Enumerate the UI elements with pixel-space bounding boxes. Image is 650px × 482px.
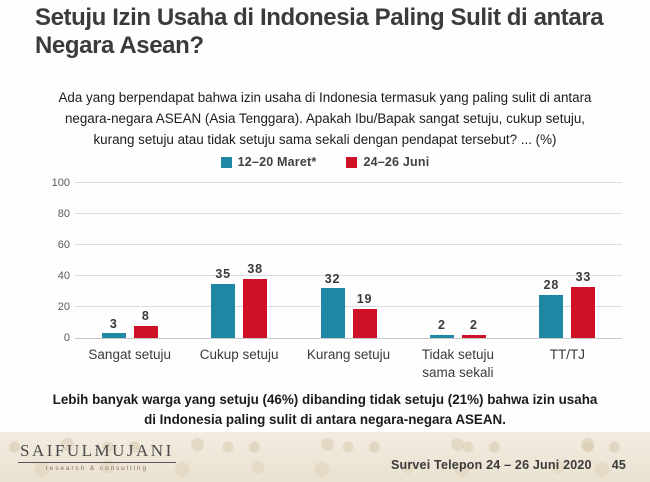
bar-value-label: 35 (215, 267, 231, 281)
bar-value-label: 19 (356, 291, 373, 306)
bar-value-label: 28 (543, 277, 560, 292)
y-tick-label: 80 (57, 208, 70, 220)
bar-value-label: 3 (109, 316, 118, 331)
x-axis-labels: Sangat setuju Cukup setuju Kurang setuju Ti… (75, 346, 622, 382)
logo-wordmark: SAIFULMUJANI (18, 441, 176, 463)
bar-col: 38 (243, 183, 268, 338)
bar-maret-3 (429, 334, 454, 338)
saifulmujani-logo: SAIFULMUJANI research & consulting (18, 441, 176, 472)
legend-swatch-icon (220, 156, 232, 168)
bar-col: 33 (571, 183, 596, 338)
bar-col: 8 (133, 183, 158, 338)
legend-item-1: 24–26 Juni (346, 155, 429, 169)
survey-question-text: Ada yang berpendapat bahwa izin usaha di… (58, 90, 592, 147)
gridline (75, 338, 622, 339)
legend-label: 24–26 Juni (363, 155, 430, 169)
gridline (75, 182, 622, 183)
bar-col: 32 (320, 183, 345, 338)
y-tick-label: 40 (57, 270, 70, 282)
gridline (75, 244, 622, 245)
slide-title: Setuju Izin Usaha di Indonesia Paling Su… (35, 4, 604, 60)
x-category-label-3: Tidak setuju sama sekali (421, 347, 495, 381)
gridline (75, 275, 622, 276)
bar-group-4: 28 33 (513, 183, 622, 338)
y-tick-label: 60 (57, 239, 70, 251)
bar-value-label: 32 (324, 271, 341, 286)
bar-value-label: 8 (141, 308, 150, 323)
summary-text: Lebih banyak warga yang setuju (46%) dib… (52, 392, 598, 428)
bar-value-label: 2 (438, 318, 446, 333)
bar-value-label: 38 (247, 262, 263, 277)
y-tick-label: 20 (57, 301, 70, 313)
bar-juni-0 (133, 325, 158, 338)
legend-item-0: 12–20 Maret* (220, 155, 317, 169)
bar-group-1: 35 38 (184, 183, 293, 338)
footer-bar: SAIFULMUJANI research & consulting Surve… (0, 432, 650, 482)
chart-legend: 12–20 Maret* 24–26 Juni (0, 155, 650, 169)
bar-juni-2 (352, 308, 377, 338)
bar-maret-4 (539, 294, 564, 338)
bar-maret-0 (101, 333, 126, 338)
y-tick-label: 0 (63, 332, 70, 344)
logo-tagline: research & consulting (45, 464, 149, 472)
bar-groups: 3 8 35 38 32 19 2 2 28 33 (75, 183, 622, 338)
y-tick-label: 100 (51, 177, 70, 189)
bar-group-2: 32 19 (294, 183, 403, 338)
x-category-label-2: Kurang setuju (306, 347, 391, 362)
bar-value-label: 33 (575, 270, 592, 285)
bar-col: 2 (429, 183, 454, 338)
bar-juni-4 (571, 286, 596, 338)
bar-col: 28 (539, 183, 564, 338)
bar-juni-1 (243, 279, 268, 338)
plot-area: 3 8 35 38 32 19 2 2 28 33 (75, 182, 622, 339)
x-category-label-0: Sangat setuju (88, 347, 171, 362)
bar-maret-2 (320, 288, 345, 338)
page-number: 45 (611, 458, 626, 472)
bar-col: 3 (101, 183, 126, 338)
bar-col: 19 (352, 183, 377, 338)
gridline (75, 213, 622, 214)
bar-col: 35 (211, 183, 236, 338)
bar-juni-3 (461, 334, 486, 338)
footer-right: Survei Telepon 24 – 26 Juni 2020 45 (391, 458, 626, 472)
legend-label: 12–20 Maret* (237, 155, 317, 169)
bar-maret-1 (211, 283, 236, 338)
survey-method-label: Survei Telepon 24 – 26 Juni 2020 (390, 458, 592, 472)
legend-swatch-icon (346, 156, 358, 168)
chart: 0 20 40 60 80 100 3 8 35 38 32 19 2 2 28 33 (0, 177, 650, 344)
bar-value-label: 2 (470, 318, 478, 333)
x-category-label-4: TT/TJ (549, 347, 585, 362)
y-axis-labels: 0 20 40 60 80 100 (30, 177, 70, 344)
x-category-label-1: Cukup setuju (199, 347, 279, 362)
bar-col: 2 (461, 183, 486, 338)
gridline (75, 306, 622, 307)
